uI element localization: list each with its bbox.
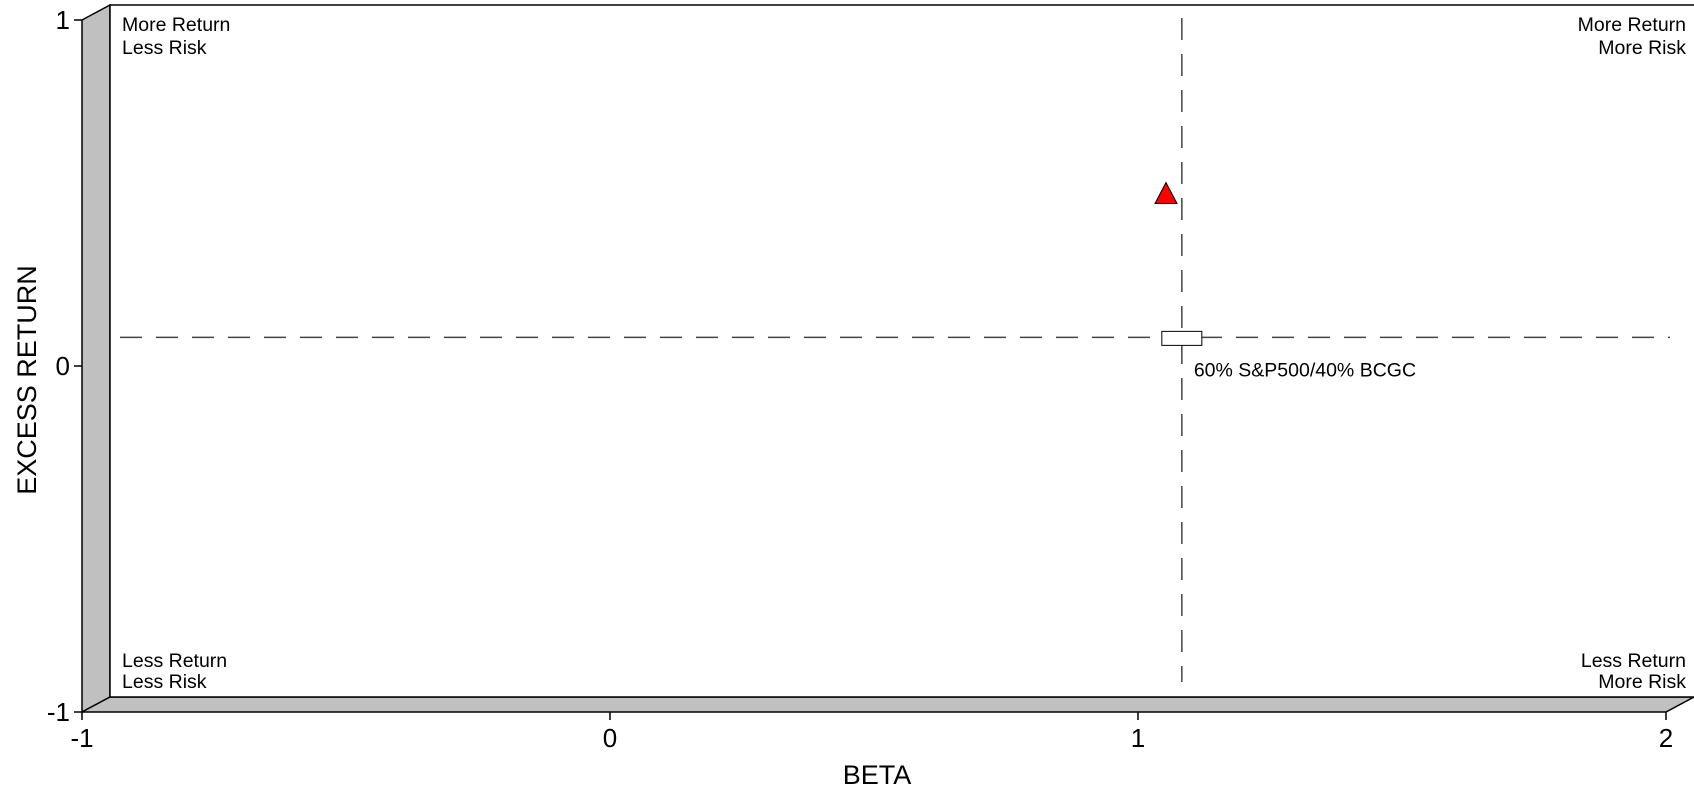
quadrant-bottom-right-line1: Less Return [1581, 650, 1686, 672]
x-axis-ticks: -1 0 1 2 [70, 712, 1673, 753]
point-label: 60% S&P500/40% BCGC [1194, 359, 1416, 381]
y-tick-label: -1 [47, 697, 70, 727]
x-tick-label: 0 [603, 723, 617, 753]
y-axis-title: EXCESS RETURN [12, 265, 42, 495]
x-tick-label: 1 [1131, 723, 1145, 753]
y-tick-label: 1 [56, 5, 70, 35]
x-tick-label: 2 [1659, 723, 1673, 753]
point-triangle [1154, 181, 1178, 205]
y-tick-label: 0 [56, 351, 70, 381]
quadrant-top-right-line1: More Return [1578, 14, 1686, 36]
quadrant-bottom-right-line2: More Risk [1598, 671, 1686, 693]
quadrant-bottom-left-line1: Less Return [122, 650, 227, 672]
point-benchmark-box [1161, 330, 1203, 346]
floor [81, 696, 1694, 713]
quadrant-top-left-line1: More Return [122, 14, 230, 36]
x-axis-title: BETA [843, 760, 912, 790]
quadrant-top-left-line2: Less Risk [122, 37, 207, 59]
data-points: 60% S&P500/40% BCGC [1154, 181, 1416, 381]
plot-area [109, 4, 1694, 698]
y-axis-ticks: -1 0 1 [47, 5, 82, 727]
quadrant-bottom-left-line2: Less Risk [122, 671, 207, 693]
left-wall [81, 3, 111, 714]
quadrant-top-right-line2: More Risk [1598, 37, 1686, 59]
x-tick-label: -1 [70, 723, 93, 753]
